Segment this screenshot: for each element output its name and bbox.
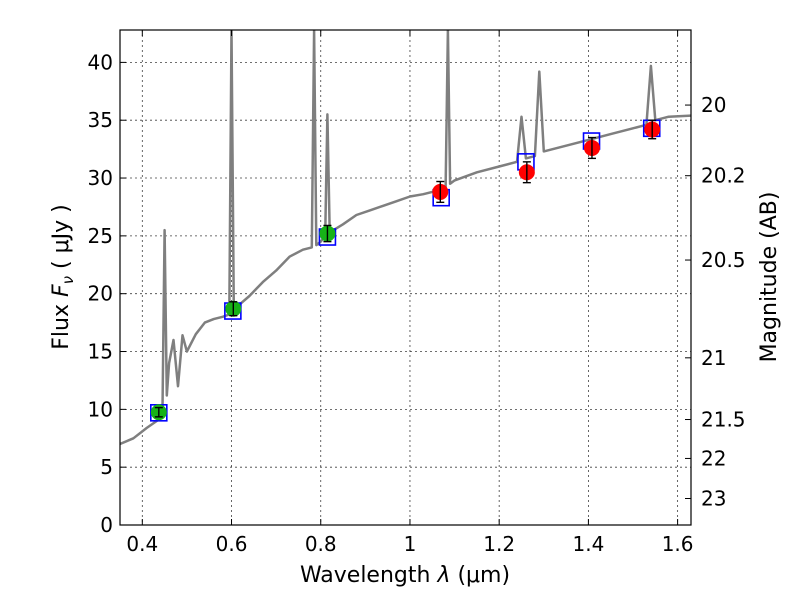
y-axis-title: Flux Fν ( μJy ) (49, 204, 77, 349)
y-tick-label: 20 (88, 282, 113, 306)
right-axis-title: Magnitude (AB) (757, 192, 782, 363)
right-tick-label: 21.5 (701, 408, 746, 432)
photometry-points (150, 119, 661, 422)
y-axis-ticks: 0 5 10 15 20 25 30 35 40 (88, 50, 126, 537)
x-tick-label: 1.2 (483, 532, 515, 556)
x-tick-label: 1.6 (662, 532, 694, 556)
y-tick-label: 25 (88, 224, 113, 248)
right-axis-ticks: 20 20.2 20.5 21 21.5 22 23 (685, 93, 746, 511)
x-axis-ticks: 0.4 0.6 0.8 1 1.2 1.4 1.6 (126, 30, 694, 556)
x-tick-label: 1.4 (572, 532, 604, 556)
right-tick-label: 20.2 (701, 164, 746, 188)
y-tick-label: 0 (100, 513, 113, 537)
y-tick-label: 35 (88, 108, 113, 132)
model-spectrum (120, 30, 691, 446)
y-tick-label: 30 (88, 166, 113, 190)
right-tick-label: 21 (701, 346, 726, 370)
y-tick-label: 10 (88, 397, 113, 421)
spectrum-line (120, 30, 691, 446)
right-tick-label: 20.5 (701, 248, 746, 272)
plot-frame (119, 29, 692, 526)
x-tick-label: 0.6 (216, 532, 248, 556)
x-tick-label: 0.4 (126, 532, 158, 556)
right-tick-label: 20 (701, 93, 726, 117)
right-tick-label: 22 (701, 446, 726, 470)
x-axis-title: Wavelength λ (μm) (300, 563, 510, 588)
right-tick-label: 23 (701, 487, 726, 511)
grid (120, 30, 691, 526)
y-tick-label: 5 (100, 455, 113, 479)
x-tick-label: 0.8 (305, 532, 337, 556)
x-tick-label: 1 (404, 532, 417, 556)
y-tick-label: 40 (88, 50, 113, 74)
y-tick-label: 15 (88, 340, 113, 364)
